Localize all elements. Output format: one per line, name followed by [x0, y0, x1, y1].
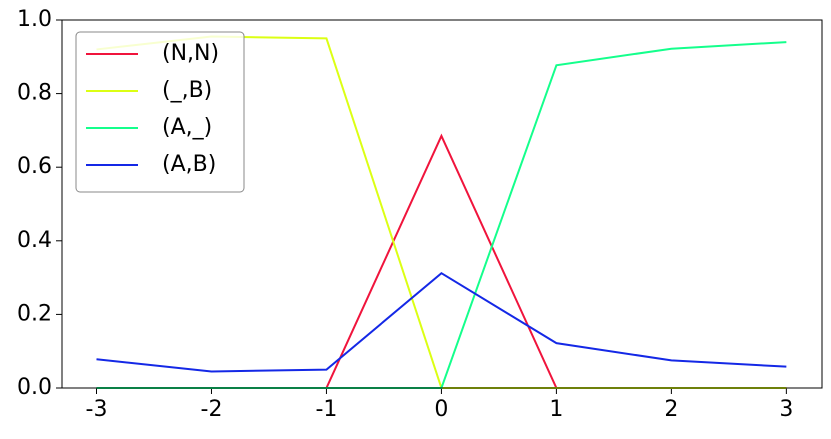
y-tick-label: 0.2: [17, 301, 52, 326]
x-tick-label: 2: [664, 397, 678, 422]
y-tick-label: 0.0: [17, 375, 52, 400]
x-tick-label: 0: [434, 397, 448, 422]
legend-label: (N,N): [162, 41, 219, 66]
legend-label: (A,_): [162, 115, 212, 140]
x-tick-label: -1: [315, 397, 337, 422]
y-tick-label: 0.8: [17, 81, 52, 106]
x-tick-label: -2: [201, 397, 223, 422]
y-tick-label: 0.6: [17, 154, 52, 179]
legend-box: [75, 31, 245, 193]
y-tick-label: 0.4: [17, 228, 52, 253]
plot-frame: [61, 19, 823, 389]
x-tick-label: 3: [779, 397, 793, 422]
legend-label: (_,B): [162, 78, 212, 103]
x-tick-label: -3: [86, 397, 108, 422]
series-line: [96, 271, 787, 373]
x-tick-label: 1: [549, 397, 563, 422]
y-tick-label: 1.0: [17, 7, 52, 32]
legend-label: (A,B): [162, 152, 216, 177]
